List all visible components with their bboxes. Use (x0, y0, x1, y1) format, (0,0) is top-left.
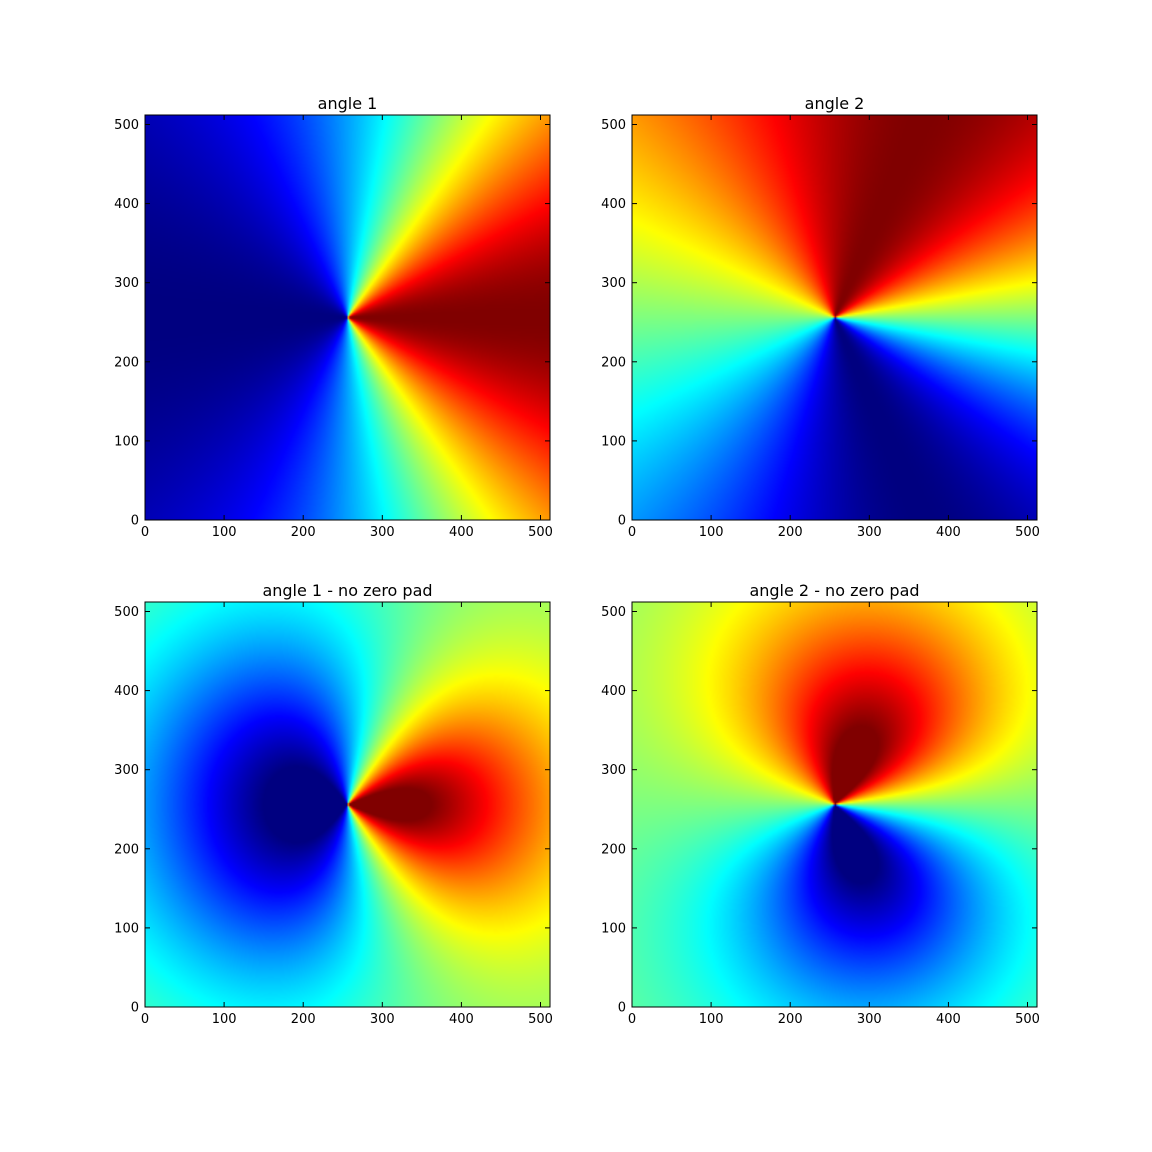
subplot-4: 0 100 200 300 400 500 0 100 200 300 400 500 angle 2 … (601, 581, 1040, 1027)
y-tick-label: 0 (618, 1001, 626, 1016)
y-tick-label: 100 (601, 434, 626, 449)
y-tick-label: 100 (114, 921, 139, 936)
x-tick-label: 400 (449, 525, 474, 540)
subplot-title: angle 2 (805, 94, 865, 113)
x-tick-label: 200 (778, 525, 803, 540)
subplot-title: angle 2 - no zero pad (749, 581, 919, 600)
y-tick-label: 500 (601, 605, 626, 620)
x-tick-label: 100 (212, 525, 237, 540)
subplot-title: angle 1 (318, 94, 378, 113)
x-tick-label: 300 (857, 525, 882, 540)
y-tick-label: 500 (601, 118, 626, 133)
y-tick-label: 0 (618, 514, 626, 529)
x-tick-label: 300 (370, 525, 395, 540)
axes-frame (144, 601, 551, 1008)
x-tick-label: 400 (936, 525, 961, 540)
heatmap-image (145, 602, 550, 1007)
x-tick-label: 100 (699, 525, 724, 540)
y-tick-label: 200 (601, 355, 626, 370)
heatmap-image (632, 602, 1037, 1007)
x-tick-label: 400 (449, 1012, 474, 1027)
y-tick-label: 400 (114, 197, 139, 212)
x-tick-label: 0 (141, 525, 149, 540)
x-tick-label: 500 (1015, 1012, 1040, 1027)
x-tick-label: 500 (528, 525, 553, 540)
heatmap-image (145, 115, 550, 520)
y-tick-label: 300 (601, 276, 626, 291)
subplot-title: angle 1 - no zero pad (262, 581, 432, 600)
x-tick-label: 0 (141, 1012, 149, 1027)
y-tick-label: 200 (114, 355, 139, 370)
y-tick-label: 0 (131, 1001, 139, 1016)
axes-frame (144, 114, 551, 521)
y-tick-label: 300 (114, 763, 139, 778)
x-tick-label: 500 (528, 1012, 553, 1027)
axes-frame (631, 601, 1038, 1008)
x-tick-label: 300 (857, 1012, 882, 1027)
y-tick-label: 300 (114, 276, 139, 291)
x-tick-label: 300 (370, 1012, 395, 1027)
subplot-3: 0 100 200 300 400 500 0 100 200 300 400 500 angle 1 … (114, 581, 553, 1027)
y-tick-label: 100 (601, 921, 626, 936)
y-tick-label: 0 (131, 514, 139, 529)
x-tick-label: 100 (212, 1012, 237, 1027)
x-tick-label: 400 (936, 1012, 961, 1027)
x-tick-label: 0 (628, 525, 636, 540)
y-tick-label: 400 (601, 684, 626, 699)
y-tick-label: 500 (114, 605, 139, 620)
y-tick-label: 200 (601, 842, 626, 857)
y-tick-label: 400 (114, 684, 139, 699)
y-tick-label: 100 (114, 434, 139, 449)
x-tick-label: 200 (778, 1012, 803, 1027)
heatmap-image (632, 115, 1037, 520)
subplot-2: 0 100 200 300 400 500 0 100 200 300 400 500 angle 2 (601, 94, 1040, 540)
axes-frame (631, 114, 1038, 521)
x-tick-label: 500 (1015, 525, 1040, 540)
x-tick-label: 200 (291, 1012, 316, 1027)
x-tick-label: 0 (628, 1012, 636, 1027)
y-tick-label: 400 (601, 197, 626, 212)
x-tick-label: 100 (699, 1012, 724, 1027)
y-tick-label: 200 (114, 842, 139, 857)
y-tick-label: 500 (114, 118, 139, 133)
x-tick-label: 200 (291, 525, 316, 540)
y-tick-label: 300 (601, 763, 626, 778)
subplot-1: 0 100 200 300 400 500 0 100 200 300 400 500 angle 1 (114, 94, 553, 540)
